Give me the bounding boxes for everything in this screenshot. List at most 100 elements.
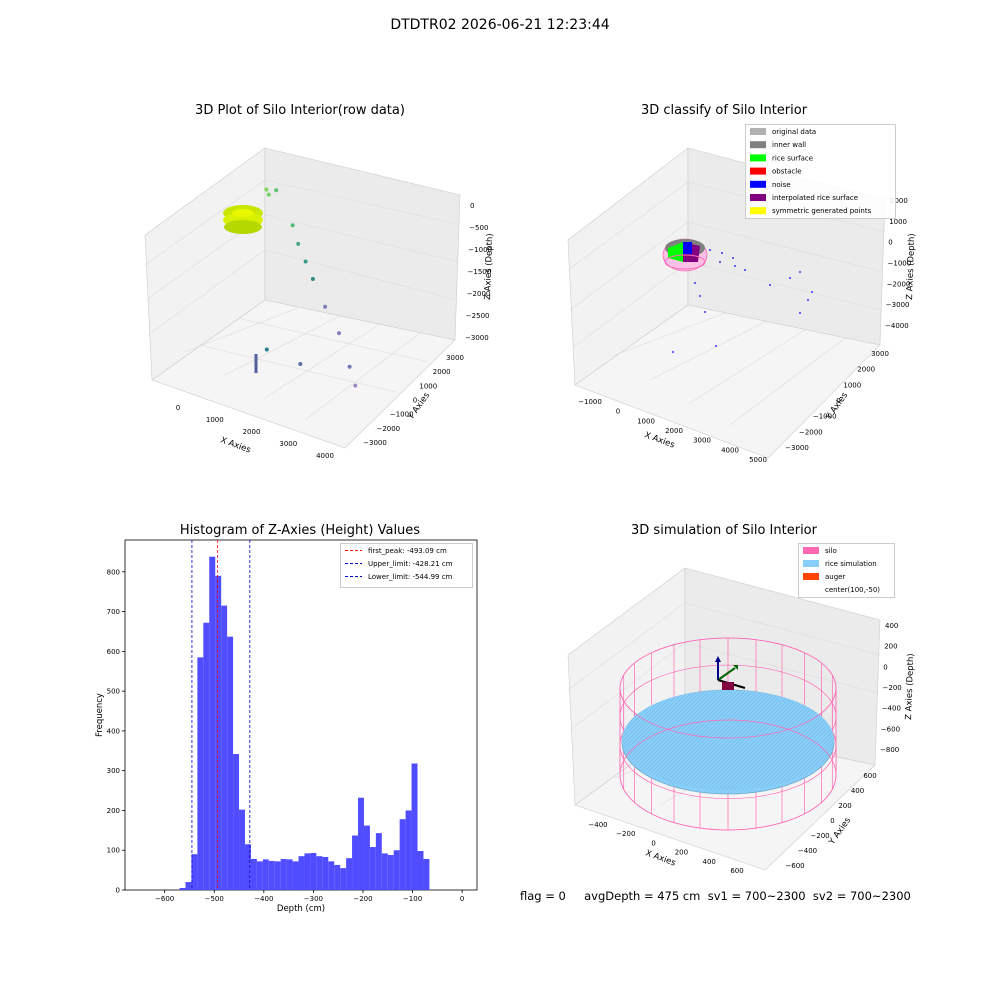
hist-bar xyxy=(363,825,370,890)
panel4-xlabel: X Axies xyxy=(644,848,677,868)
hist-bar xyxy=(328,861,335,890)
x-tick-label: 1000 xyxy=(637,417,655,425)
hist-bar xyxy=(292,861,299,890)
noise-point xyxy=(709,249,711,251)
legend-label: obstacle xyxy=(772,168,802,176)
noise-point xyxy=(672,351,674,353)
y-tick-label: −3000 xyxy=(363,439,387,447)
panel1-xtick-labels: 0 1000 2000 3000 4000 xyxy=(176,404,334,460)
hist-bar xyxy=(304,853,311,890)
hist-bar xyxy=(274,861,281,890)
hist-bar xyxy=(250,858,257,890)
z-tick-label: −1000 xyxy=(468,246,492,254)
hist-bar xyxy=(221,605,228,891)
legend-label: Lower_limit: -544.99 cm xyxy=(368,573,453,581)
hist-bar xyxy=(179,888,186,890)
noise-point xyxy=(694,282,696,284)
x-tick-label: 4000 xyxy=(721,446,739,454)
scatter-point xyxy=(353,383,358,388)
noise-point xyxy=(734,265,736,267)
panel2-title: 3D classify of Silo Interior xyxy=(640,103,808,118)
x-tick-label: 2000 xyxy=(243,428,261,436)
noise-point xyxy=(799,271,801,273)
x-tick-label: 3000 xyxy=(279,440,297,448)
legend-label: auger xyxy=(825,573,845,581)
scatter-point xyxy=(347,364,352,369)
panel3-legend: first_peak: -493.09 cm Upper_limit: -428.… xyxy=(340,543,473,588)
legend-swatch xyxy=(750,207,766,215)
panel4-ztick-labels: 400 200 0 −200 −400 −600 −800 xyxy=(880,622,902,754)
panel2-noise-points xyxy=(672,249,813,353)
y-tick-label: 0 xyxy=(413,397,417,405)
hist-bar xyxy=(387,855,394,890)
y-tick-label: 400 xyxy=(107,727,120,735)
z-tick-label: −600 xyxy=(881,725,900,733)
z-tick-label: 400 xyxy=(885,622,898,630)
panel2-ztick-labels: 2000 1000 0 −1000 −2000 −3000 −4000 xyxy=(885,197,911,330)
legend-label: original data xyxy=(772,128,816,136)
z-tick-label: −2500 xyxy=(466,312,490,320)
hist-bar xyxy=(411,763,418,890)
z-tick-label: −3000 xyxy=(465,334,489,342)
scatter-point xyxy=(274,188,279,193)
x-tick-label: 5000 xyxy=(749,456,767,464)
figure-title: DTDTR02 2026-06-21 12:23:44 xyxy=(390,17,610,33)
y-tick-label: 200 xyxy=(107,807,120,815)
panel4-xtick-labels: −400 −200 0 200 400 600 xyxy=(588,821,743,875)
panel4-legend-items: silo rice simulation auger center(100,-50) xyxy=(803,547,880,594)
z-tick-label: 200 xyxy=(884,643,897,651)
auger-axes xyxy=(715,656,746,690)
legend-label: inner wall xyxy=(772,141,806,149)
panel1-title: 3D Plot of Silo Interior(row data) xyxy=(195,103,405,118)
noise-point xyxy=(721,252,723,254)
hist-bar xyxy=(262,859,269,891)
y-tick-label: −2000 xyxy=(376,425,400,433)
x-tick-label: 2000 xyxy=(665,427,683,435)
y-tick-label: 2000 xyxy=(857,366,875,374)
hist-bar xyxy=(256,861,263,890)
x-tick-label: 400 xyxy=(703,858,716,866)
hist-bar xyxy=(352,835,359,890)
y-tick-label: 1000 xyxy=(843,381,861,389)
legend-swatch xyxy=(750,154,766,162)
hist-bar xyxy=(340,868,347,891)
legend-swatch xyxy=(750,128,766,135)
legend-swatch xyxy=(750,194,766,201)
y-tick-label: 3000 xyxy=(446,354,464,362)
hist-vlines xyxy=(191,540,251,890)
y-tick-label: −1000 xyxy=(390,411,414,419)
y-tick-label: 1000 xyxy=(419,382,437,390)
scatter-point xyxy=(290,223,295,228)
noise-point xyxy=(744,269,746,271)
y-tick-label: 400 xyxy=(851,787,864,795)
panel2-xtick-labels: −1000 0 1000 2000 3000 4000 5000 xyxy=(578,398,767,464)
legend-label: Upper_limit: -428.21 cm xyxy=(368,560,453,568)
hist-bar xyxy=(310,853,317,890)
legend-swatch xyxy=(750,180,766,188)
hist-bar xyxy=(203,622,210,890)
noise-point xyxy=(769,284,771,286)
legend-label: silo xyxy=(825,547,837,555)
hist-bar xyxy=(375,833,382,891)
x-tick-label: 0 xyxy=(176,404,180,412)
hist-bar xyxy=(244,844,251,890)
hist-bar xyxy=(286,859,293,891)
x-tick-label: 4000 xyxy=(316,452,334,460)
hist-plot-area xyxy=(124,539,478,891)
panel1-zlabel: Z Axies (Depth) xyxy=(483,233,495,300)
hist-bar xyxy=(322,856,329,890)
z-tick-label: −2000 xyxy=(467,290,491,298)
y-tick-label: 500 xyxy=(107,688,120,696)
y-tick-label: 600 xyxy=(863,772,876,780)
hist-yticks: 0 100 200 300 400 500 600 700 800 xyxy=(107,568,125,895)
z-tick-label: −200 xyxy=(883,684,902,692)
hist-bar xyxy=(197,657,204,890)
noise-point xyxy=(732,257,734,259)
hist-bar xyxy=(191,854,198,890)
legend-label: symmetric generated points xyxy=(772,207,872,215)
x-tick-label: 0 xyxy=(460,895,464,903)
y-tick-label: 800 xyxy=(107,568,120,576)
